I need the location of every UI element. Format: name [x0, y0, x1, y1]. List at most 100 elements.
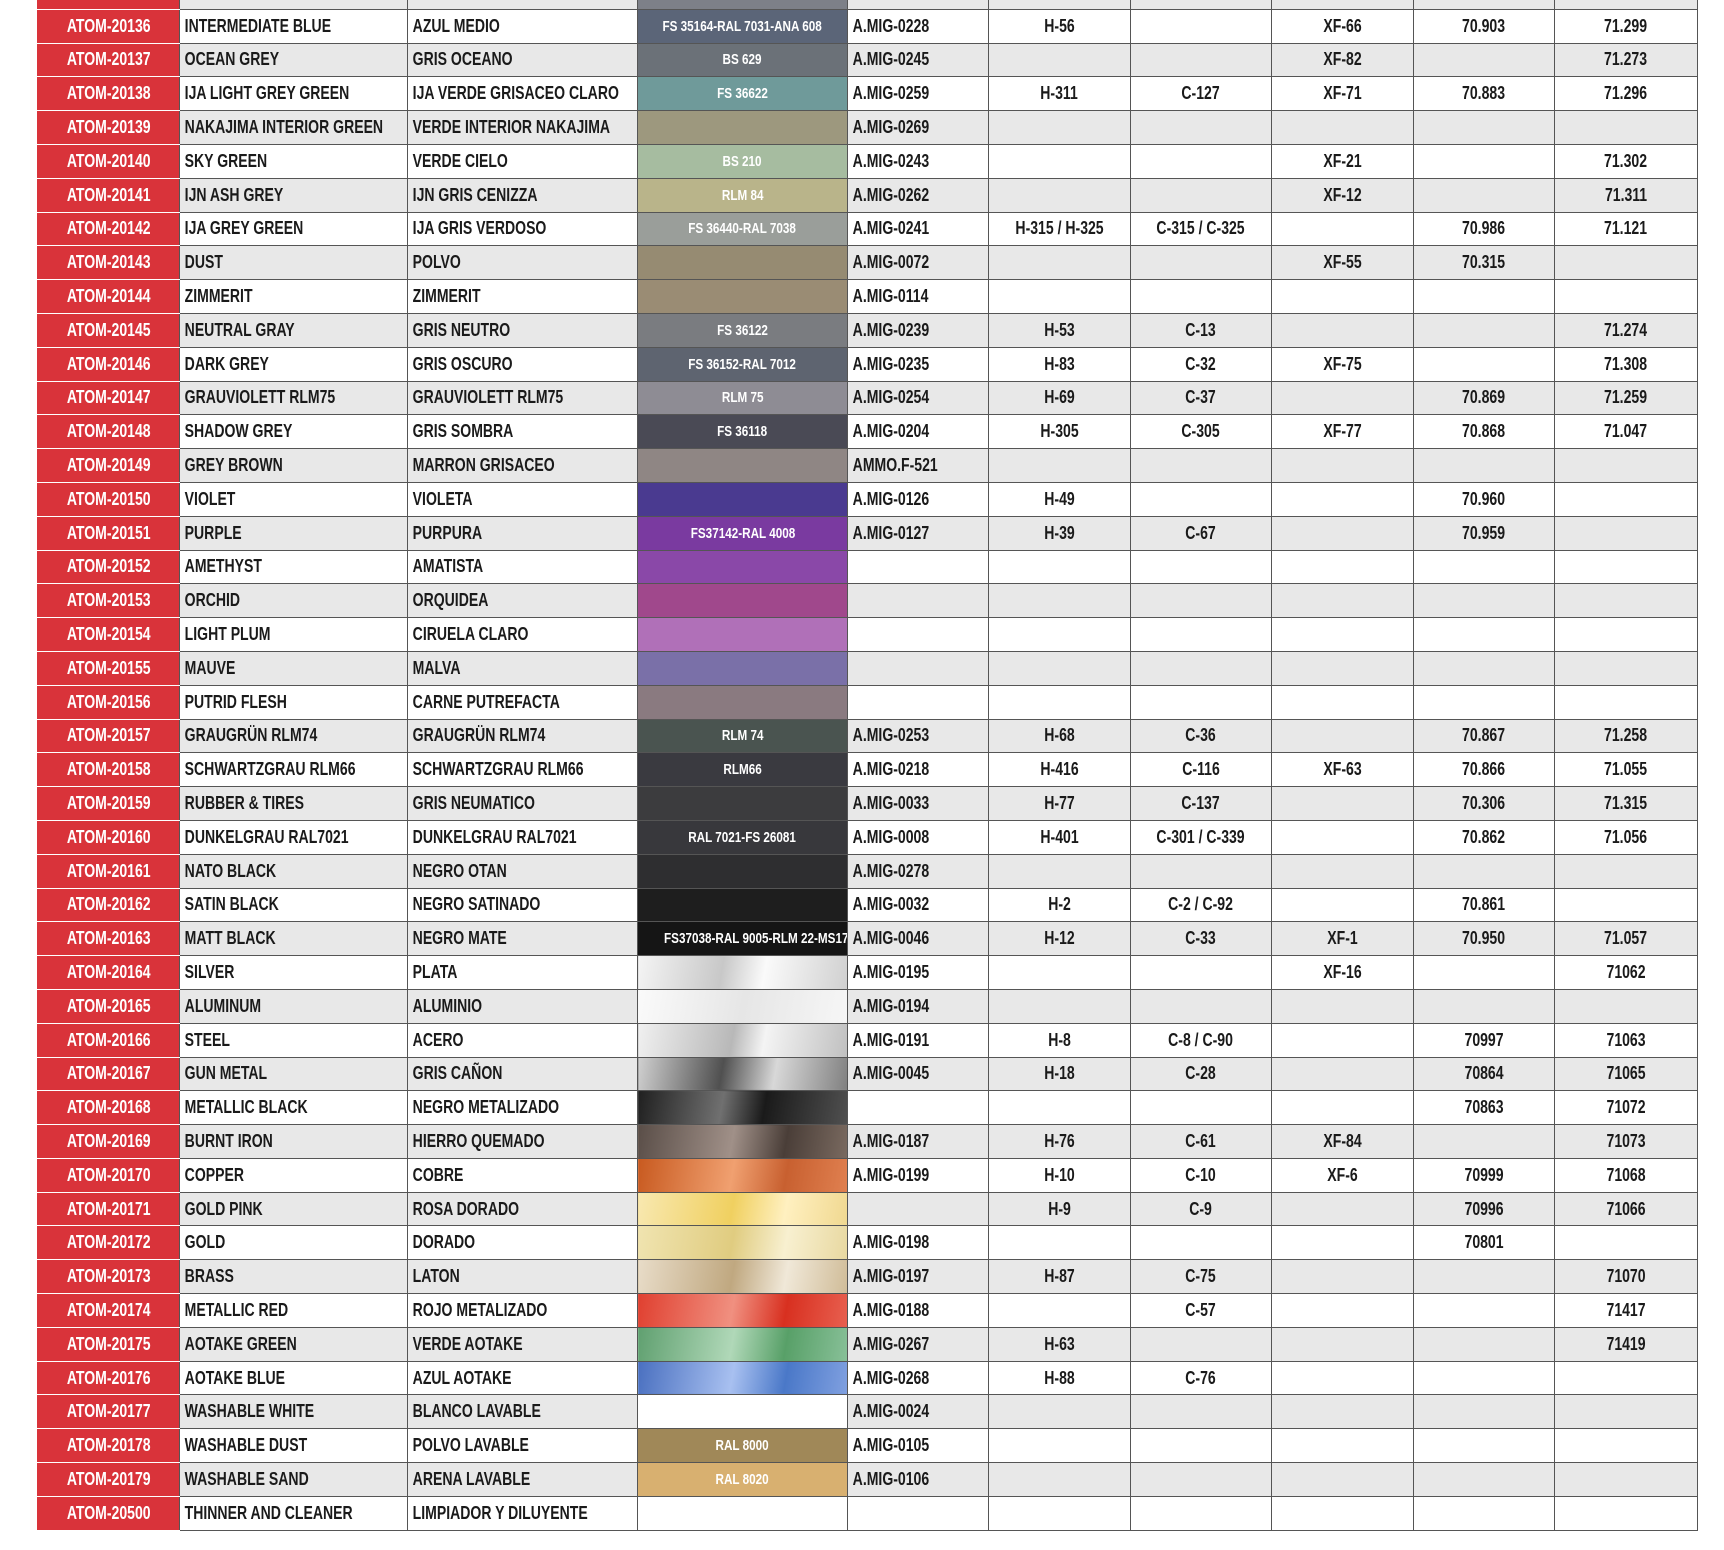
ammo-mig-ref: A.MIG-0204	[847, 414, 989, 450]
name-spanish-text: IJN GRIS CENIZZA	[412, 184, 538, 205]
vallejo-71-ref-text: 71.121	[1604, 218, 1648, 239]
color-swatch	[637, 1394, 848, 1430]
vallejo-71-ref	[1554, 1225, 1698, 1261]
product-code: ATOM-20179	[37, 1462, 180, 1497]
name-spanish-text: ACERO	[412, 1029, 464, 1050]
ammo-mig-ref-text: A.MIG-0127	[852, 522, 930, 543]
gunze-h-ref-text: H-416	[1040, 759, 1079, 780]
vallejo-70-ref-text: 70863	[1464, 1097, 1504, 1118]
color-swatch-text: RLM 75	[721, 389, 764, 407]
name-spanish: ORQUIDEA	[407, 583, 638, 619]
vallejo-70-ref-text: 70.861	[1462, 894, 1506, 915]
vallejo-70-ref: 70.867	[1413, 718, 1555, 754]
gunze-h-ref: H-10	[988, 1157, 1131, 1193]
name-english: NEUTRAL GRAY	[179, 312, 408, 348]
product-code: ATOM-20149	[37, 448, 180, 483]
ammo-mig-ref: A.MIG-0269	[847, 110, 989, 145]
ammo-mig-ref-text: A.MIG-0228	[852, 15, 930, 36]
name-spanish: BLANCO LAVABLE	[407, 1394, 638, 1430]
mr-color-ref	[1130, 0, 1272, 10]
vallejo-70-ref	[1413, 684, 1555, 720]
table-row: ATOM-20153 ORCHID ORQUIDEA	[37, 583, 1698, 619]
vallejo-71-ref	[1554, 245, 1698, 281]
name-spanish: GRIS NEUMATICO	[407, 786, 638, 821]
vallejo-71-ref: 71.056	[1554, 819, 1698, 855]
gunze-h-ref-text: H-88	[1044, 1367, 1075, 1388]
name-spanish: MARRON GRISACEO	[407, 448, 638, 483]
product-code: ATOM-20156	[37, 684, 180, 720]
name-spanish-text: LIMPIADOR Y DILUYENTE	[412, 1502, 588, 1523]
name-english-text: STEEL	[184, 1029, 230, 1050]
product-code: ATOM-20145	[37, 312, 180, 348]
name-spanish: IJA VERDE GRISACEO CLARO	[407, 76, 638, 112]
table-row: ATOM-20174 METALLIC RED ROJO METALIZADO A.M…	[37, 1293, 1698, 1328]
vallejo-70-ref	[1413, 988, 1555, 1024]
table-row: ATOM-20169 BURNT IRON HIERRO QUEMADO A.MIG-…	[37, 1124, 1698, 1159]
product-code-text: ATOM-20159	[66, 793, 151, 814]
ammo-mig-ref	[847, 1495, 989, 1531]
name-english: SATIN BLACK	[179, 887, 408, 923]
name-english-text: THINNER AND CLEANER	[184, 1502, 353, 1523]
ammo-mig-ref-text: AMMO.F-521	[852, 455, 938, 476]
table-row: ATOM-20165 ALUMINUM ALUMINIO A.MIG-0194	[37, 988, 1698, 1024]
gunze-h-ref: H-87	[988, 1259, 1131, 1295]
mr-color-ref: C-28	[1130, 1056, 1272, 1092]
name-spanish: AMATISTA	[407, 549, 638, 585]
name-english-text: NATO BLACK	[184, 860, 277, 881]
color-swatch: BS 210	[637, 143, 848, 179]
tamiya-ref: XF-55	[1271, 245, 1414, 281]
product-code-text: ATOM-20144	[66, 286, 151, 307]
gunze-h-ref	[988, 245, 1131, 281]
ammo-mig-ref	[847, 684, 989, 720]
tamiya-ref-text: XF-77	[1323, 421, 1362, 442]
name-spanish: LIMPIADOR Y DILUYENTE	[407, 1495, 638, 1531]
table-row: ATOM-20168 METALLIC BLACK NEGRO METALIZADO…	[37, 1090, 1698, 1126]
product-code: ATOM-20169	[37, 1124, 180, 1159]
color-swatch: FS37142-RAL 4008	[637, 515, 848, 551]
table-row: ATOM-20145 NEUTRAL GRAY GRIS NEUTRO FS 3612…	[37, 312, 1698, 348]
product-code-text: ATOM-20171	[66, 1198, 151, 1219]
mr-color-ref: C-75	[1130, 1259, 1272, 1295]
tamiya-ref: XF-6	[1271, 1157, 1414, 1193]
name-spanish-text: ROJO METALIZADO	[412, 1299, 548, 1320]
table-row: ATOM-20151 PURPLE PURPURA FS37142-RAL 4008 A…	[37, 515, 1698, 551]
color-swatch-text: FS37038-RAL 9005-RLM 22-MS17	[664, 930, 848, 948]
table-row: ATOM-20137 OCEAN GREY GRIS OCEANO BS 629 A.M…	[37, 42, 1698, 78]
vallejo-71-ref	[1554, 853, 1698, 889]
vallejo-70-ref	[1413, 110, 1555, 145]
name-english-text: PURPLE	[184, 522, 242, 543]
color-swatch: FS 36118	[637, 414, 848, 450]
color-swatch	[637, 1495, 848, 1531]
vallejo-71-ref: 71.259	[1554, 380, 1698, 416]
color-swatch: RLM 84	[637, 177, 848, 213]
vallejo-70-ref: 70.861	[1413, 887, 1555, 923]
product-code-text: ATOM-20152	[66, 556, 151, 577]
name-english-text: IJA LIGHT GREY GREEN	[184, 83, 350, 104]
name-spanish: AZUL MEDIO	[407, 8, 638, 44]
name-spanish-text: MALVA	[412, 657, 461, 678]
name-english: SKY GREEN	[179, 143, 408, 179]
vallejo-71-ref	[1554, 887, 1698, 923]
color-swatch-text: RAL 8000	[715, 1437, 770, 1455]
product-code-text: ATOM-20145	[66, 319, 151, 340]
mr-color-ref	[1130, 143, 1272, 179]
vallejo-71-ref	[1554, 1462, 1698, 1497]
tamiya-ref	[1271, 380, 1414, 416]
product-code: ATOM-20157	[37, 718, 180, 754]
name-english: AOTAKE GREEN	[179, 1326, 408, 1362]
name-english: METALLIC RED	[179, 1293, 408, 1328]
product-code: ATOM-20144	[37, 279, 180, 314]
gunze-h-ref: H-18	[988, 1056, 1131, 1092]
name-spanish: IJA GRIS VERDOSO	[407, 211, 638, 247]
vallejo-70-ref-text: 70997	[1464, 1029, 1504, 1050]
vallejo-71-ref-text: 71070	[1606, 1266, 1646, 1287]
mr-color-ref-text: C-10	[1185, 1164, 1217, 1185]
name-spanish-text: NEGRO OTAN	[412, 860, 507, 881]
mr-color-ref: C-67	[1130, 515, 1272, 551]
table-row: ATOM-20147 GRAUVIOLETT RLM75 GRAUVIOLETT R…	[37, 380, 1698, 416]
vallejo-71-ref-text: 71.273	[1604, 49, 1648, 70]
ammo-mig-ref: A.MIG-0254	[847, 380, 989, 416]
name-spanish-text: ROSA DORADO	[412, 1198, 520, 1219]
vallejo-70-ref: 70999	[1413, 1157, 1555, 1193]
ammo-mig-ref-text: A.MIG-0114	[852, 286, 929, 307]
